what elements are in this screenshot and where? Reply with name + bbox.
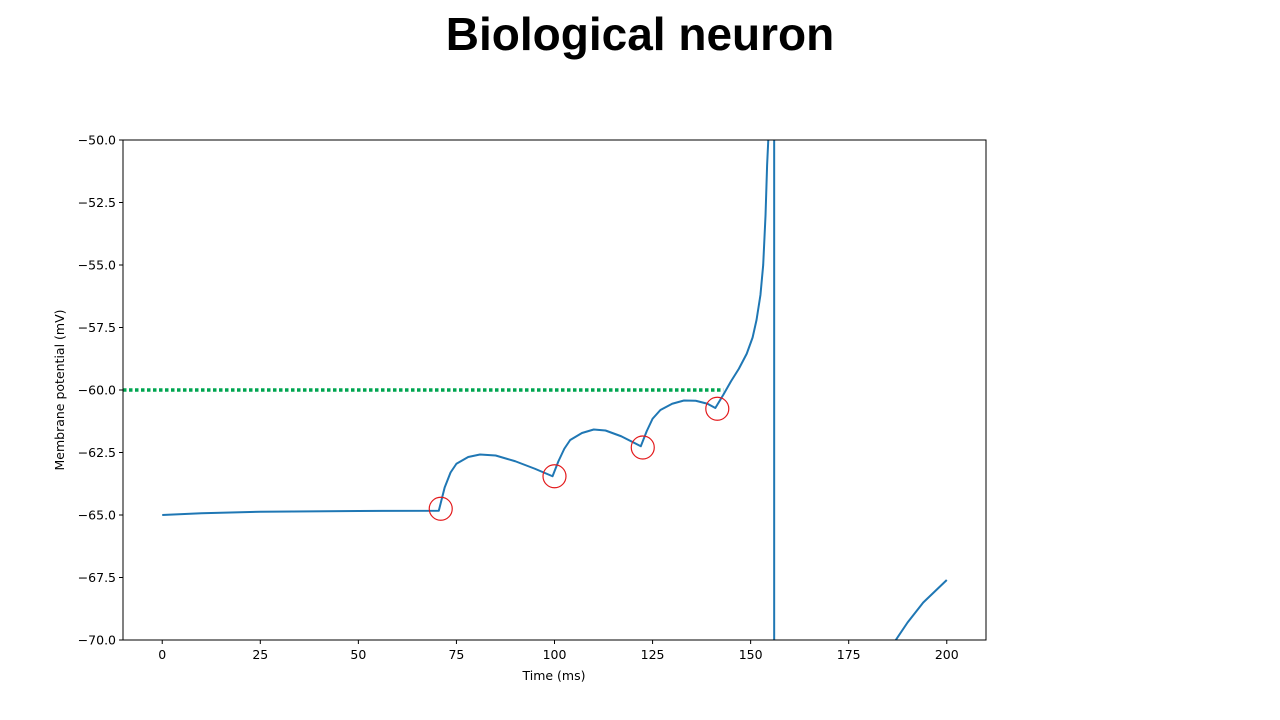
spike-input-marker [630,435,655,460]
slide-title: Biological neuron [445,8,835,60]
y-tick-label: −57.5 [78,320,116,335]
series-layer [162,140,948,640]
spike-input-marker [428,496,453,521]
x-tick-label: 100 [543,647,567,662]
marker-layer [428,396,730,521]
x-tick-label: 25 [252,647,268,662]
spike-input-marker [542,464,567,489]
y-tick-label: −70.0 [78,633,116,648]
x-tick-label: 50 [350,647,366,662]
membrane-trace-1 [162,140,770,516]
x-tick-label: 150 [739,647,763,662]
x-tick-label: 0 [158,647,166,662]
plot-frame [122,139,987,641]
y-tick-label: −55.0 [78,258,116,273]
y-axis-label: Membrane potential (mV) [52,309,67,470]
x-axis-label: Time (ms) [521,668,585,683]
y-tick-label: −50.0 [78,133,116,148]
x-tick-label: 75 [448,647,464,662]
membrane-trace-3 [894,579,948,640]
spike-input-marker [705,396,730,421]
axis-ticks: 0 25 50 75 100 125 150 175 200 −50.0 −52.5 −55.0 −57… [78,133,959,663]
y-tick-label: −65.0 [78,508,116,523]
x-tick-label: 125 [641,647,665,662]
y-tick-label: −62.5 [78,445,116,460]
x-tick-label: 200 [935,647,959,662]
x-tick-label: 175 [837,647,861,662]
y-tick-label: −52.5 [78,195,116,210]
y-tick-label: −60.0 [78,383,116,398]
y-tick-label: −67.5 [78,570,116,585]
